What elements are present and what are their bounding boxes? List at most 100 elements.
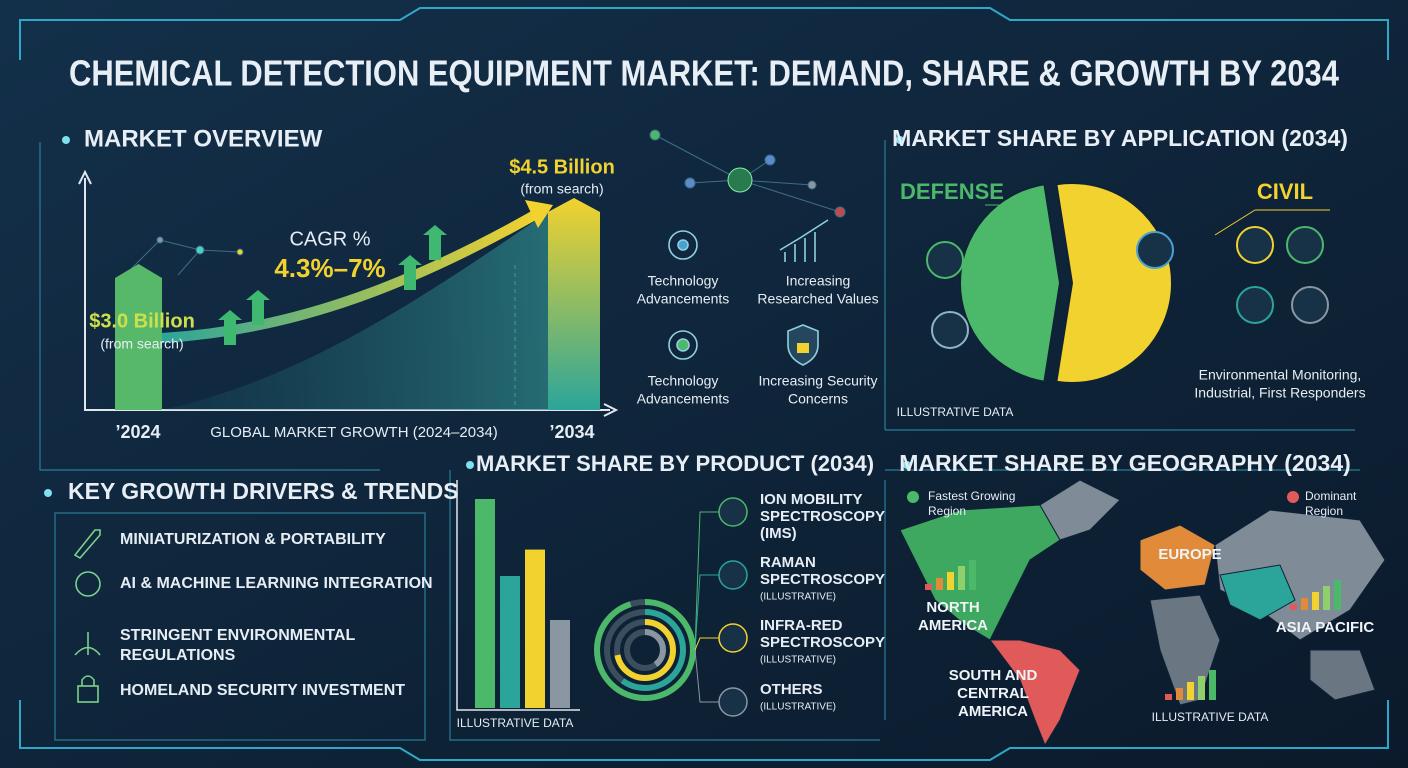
value-note: (from search) (100, 336, 183, 352)
application-icon (1236, 286, 1274, 324)
product-bar (500, 576, 520, 708)
application-icon (1236, 226, 1274, 264)
factor-label: Advancements (637, 291, 730, 307)
world-map (899, 479, 1386, 747)
ring-arc (604, 609, 686, 691)
section-heading: MARKET SHARE BY APPLICATION (2034) (892, 125, 1348, 151)
bullet (896, 136, 904, 144)
segment-label: SPECTROSCOPY (760, 634, 885, 651)
ring-arc (624, 629, 666, 671)
bullet (903, 461, 911, 469)
up-arrow (423, 225, 447, 260)
legend-label: Region (1305, 504, 1343, 518)
ring-arc (614, 619, 676, 681)
pie-label: CIVIL (1257, 179, 1313, 204)
legend-pin (907, 491, 919, 503)
mini-bar (958, 566, 965, 590)
segment-icon (718, 560, 748, 590)
mini-bar (1165, 694, 1172, 700)
chart-note: ILLUSTRATIVE DATA (1152, 710, 1269, 724)
drivers-box (54, 512, 426, 741)
mini-bar (1290, 604, 1297, 610)
up-arrow (246, 290, 270, 325)
network-decoration (129, 129, 846, 276)
product-bar (550, 620, 570, 708)
mini-bar (936, 578, 943, 590)
mini-bar (1301, 598, 1308, 610)
application-icon (926, 241, 964, 279)
segment-label: (IMS) (760, 525, 797, 542)
cagr-value: 4.3%–7% (274, 253, 385, 283)
factor-label: Technology (648, 373, 719, 389)
mini-bar (1323, 586, 1330, 610)
product-bar (525, 549, 545, 708)
product-bar (475, 499, 495, 708)
mini-bar (1209, 670, 1216, 700)
segment-icon (718, 623, 748, 653)
frame (19, 7, 1389, 761)
axis-label: GLOBAL MARKET GROWTH (2024–2034) (210, 424, 498, 441)
mini-bar (947, 572, 954, 590)
driver-label: AI & MACHINE LEARNING INTEGRATION (120, 575, 433, 592)
region-label: NORTH (926, 599, 979, 616)
market-bar (115, 264, 162, 410)
region-label: AMERICA (958, 703, 1028, 720)
segment-icon (718, 687, 748, 717)
mini-bar (925, 584, 932, 590)
ring-arc (594, 599, 696, 701)
segment-label: SPECTROSCOPY (760, 571, 885, 588)
mini-bar (1198, 676, 1205, 700)
value-note: (from search) (520, 181, 603, 197)
arrow-head (525, 200, 553, 228)
legend-label: Region (928, 504, 966, 518)
pie-label: DEFENSE (900, 179, 1004, 204)
application-icon (1291, 286, 1329, 324)
factor-icons (668, 219, 829, 366)
factor-label: Increasing (786, 273, 851, 289)
legend-label: Dominant (1305, 489, 1357, 503)
chart-note: ILLUSTRATIVE DATA (457, 716, 574, 730)
driver-icons (73, 529, 101, 703)
factor-label: Researched Values (757, 291, 878, 307)
section-heading: MARKET SHARE BY GEOGRAPHY (2034) (899, 450, 1351, 476)
pie-leader (985, 204, 1031, 226)
section-heading: MARKET SHARE BY PRODUCT (2034) (476, 451, 874, 476)
factor-label: Increasing Security (758, 373, 877, 389)
driver-label: HOMELAND SECURITY INVESTMENT (120, 682, 405, 699)
mini-bar (1187, 682, 1194, 700)
up-arrow (218, 310, 242, 345)
page-title: CHEMICAL DETECTION EQUIPMENT MARKET: DEM… (69, 53, 1339, 94)
axis-arrowheads (78, 169, 619, 417)
factor-label: Advancements (637, 391, 730, 407)
value-label: $4.5 Billion (509, 156, 615, 178)
leader-line (694, 574, 719, 651)
product-axes (456, 480, 580, 711)
chart-note: ILLUSTRATIVE DATA (897, 405, 1014, 419)
mini-bar (1334, 580, 1341, 610)
region-label: ASIA PACIFIC (1276, 619, 1375, 636)
segment-label: INFRA-RED (760, 617, 843, 634)
driver-label: STRINGENT ENVIRONMENTAL (120, 627, 355, 644)
segment-note: (ILLUSTRATIVE) (760, 702, 836, 713)
factor-label: Technology (648, 273, 719, 289)
divider-lines (39, 140, 1360, 741)
application-icon (1136, 231, 1174, 269)
region-label: CENTRAL (957, 685, 1029, 702)
mini-bar (1312, 592, 1319, 610)
bullet (466, 461, 474, 469)
x-label: ’2024 (115, 422, 160, 442)
application-icon (931, 311, 969, 349)
region-label: EUROPE (1158, 546, 1221, 563)
driver-label: REGULATIONS (120, 647, 236, 664)
x-label: ’2034 (549, 422, 594, 442)
section-heading: KEY GROWTH DRIVERS & TRENDS (68, 478, 459, 504)
growth-area (162, 212, 548, 410)
segment-note: (ILLUSTRATIVE) (760, 592, 836, 603)
pie-slice (959, 183, 1062, 383)
value-label: $3.0 Billion (89, 310, 195, 332)
segment-icon (718, 497, 748, 527)
up-arrow (398, 255, 422, 290)
segment-note: (ILLUSTRATIVE) (760, 655, 836, 666)
segment-label: RAMAN (760, 554, 816, 571)
